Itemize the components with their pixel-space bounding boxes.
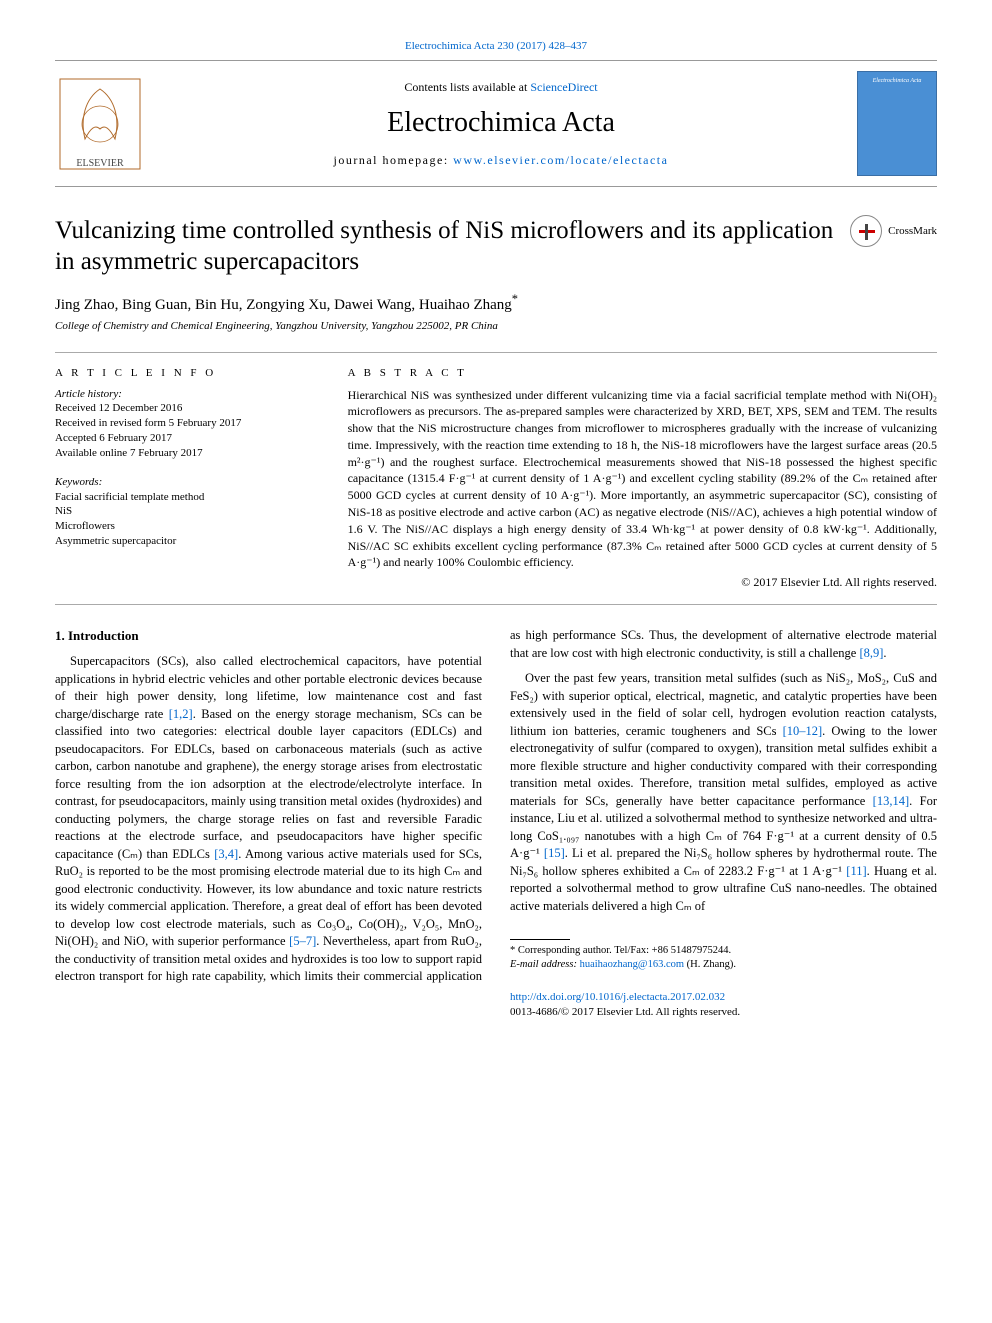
contents-prefix: Contents lists available at [404,80,530,94]
body-columns: 1. Introduction Supercapacitors (SCs), a… [55,627,937,1020]
affiliation: College of Chemistry and Chemical Engine… [55,320,937,332]
keyword: Asymmetric supercapacitor [55,534,308,549]
doi-link[interactable]: http://dx.doi.org/10.1016/j.electacta.20… [510,991,725,1003]
body-text: . [883,646,886,660]
abstract-col: A B S T R A C T Hierarchical NiS was syn… [348,367,937,591]
svg-text:ELSEVIER: ELSEVIER [76,158,124,169]
masthead-center: Contents lists available at ScienceDirec… [160,80,842,168]
abstract-text: Hierarchical NiS was synthesized under d… [348,387,937,572]
header-citation: Electrochimica Acta 230 (2017) 428–437 [55,40,937,52]
history-line: Received in revised form 5 February 2017 [55,416,308,431]
corresponding-footnote: * Corresponding author. Tel/Fax: +86 514… [510,944,937,971]
homepage-prefix: journal homepage: [334,153,454,167]
authors-line: Jing Zhao, Bing Guan, Bin Hu, Zongying X… [55,292,937,314]
journal-name: Electrochimica Acta [160,107,842,139]
footnote-separator [510,939,570,940]
history-line: Available online 7 February 2017 [55,446,308,461]
history-line: Accepted 6 February 2017 [55,431,308,446]
header-citation-link[interactable]: Electrochimica Acta 230 (2017) 428–437 [405,40,587,52]
ref-link[interactable]: [5–7] [289,934,316,948]
body-text: . Based on the energy storage mechanism,… [55,707,482,861]
elsevier-logo: ELSEVIER [55,74,145,174]
crossmark-badge[interactable]: CrossMark [850,215,937,247]
ref-link[interactable]: [11] [846,864,866,878]
corresponding-email-link[interactable]: huaihaozhang@163.com [580,959,684,970]
section-heading-intro: 1. Introduction [55,627,482,645]
journal-cover-label: Electrochimica Acta [858,72,936,84]
article-info-col: A R T I C L E I N F O Article history: R… [55,367,308,591]
ref-link[interactable]: [15] [544,846,565,860]
abstract-copyright: © 2017 Elsevier Ltd. All rights reserved… [348,575,937,590]
keywords-label: Keywords: [55,475,308,490]
crossmark-icon [850,215,882,247]
ref-link[interactable]: [10–12] [783,724,823,738]
ref-link[interactable]: [1,2] [169,707,193,721]
footnote-line: * Corresponding author. Tel/Fax: +86 514… [510,944,937,958]
ref-link[interactable]: [13,14] [873,794,909,808]
sciencedirect-link[interactable]: ScienceDirect [530,80,597,94]
article-info-heading: A R T I C L E I N F O [55,367,308,379]
keyword: Microflowers [55,519,308,534]
corresponding-marker: * [512,292,518,306]
ref-link[interactable]: [8,9] [859,646,883,660]
article-title: Vulcanizing time controlled synthesis of… [55,215,835,278]
homepage-link[interactable]: www.elsevier.com/locate/electacta [453,153,668,167]
issn-copyright: 0013-4686/© 2017 Elsevier Ltd. All right… [510,1005,937,1020]
doi-block: http://dx.doi.org/10.1016/j.electacta.20… [510,990,937,1021]
email-suffix: (H. Zhang). [684,959,736,970]
crossmark-label: CrossMark [888,225,937,237]
email-label: E-mail address: [510,959,580,970]
journal-cover-thumb: Electrochimica Acta [857,71,937,176]
keyword: Facial sacrificial template method [55,490,308,505]
abstract-heading: A B S T R A C T [348,367,937,379]
ref-link[interactable]: [3,4] [214,847,238,861]
history-line: Received 12 December 2016 [55,401,308,416]
keyword: NiS [55,504,308,519]
masthead: ELSEVIER Contents lists available at Sci… [55,60,937,187]
history-label: Article history: [55,387,308,402]
